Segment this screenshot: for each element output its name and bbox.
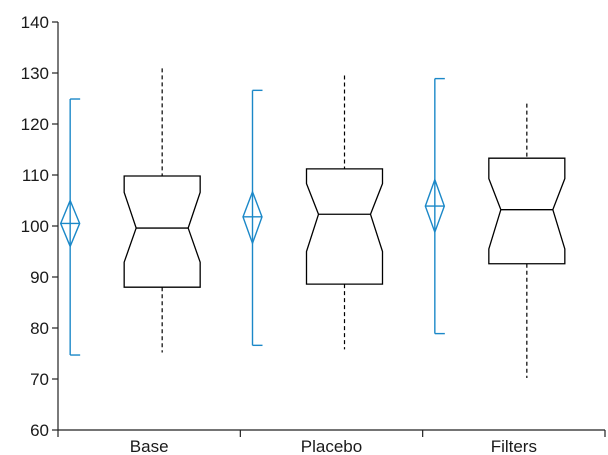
x-category-label: Filters bbox=[491, 437, 537, 455]
ci-diamond bbox=[424, 177, 446, 235]
y-tick-label: 120 bbox=[21, 115, 49, 134]
box-series bbox=[123, 68, 566, 378]
x-category-label: Placebo bbox=[301, 437, 362, 455]
mean-ci-marker bbox=[59, 98, 81, 356]
box-marker bbox=[488, 103, 566, 378]
x-axis: Base Placebo Filters bbox=[57, 429, 606, 455]
box-marker bbox=[305, 75, 384, 350]
y-tick-label: 70 bbox=[30, 370, 49, 389]
y-tick-label: 110 bbox=[22, 166, 49, 185]
notched-box bbox=[305, 168, 384, 285]
ci-diamond bbox=[59, 198, 81, 249]
ci-diamond bbox=[242, 189, 263, 246]
box-marker bbox=[123, 68, 201, 353]
x-category-label: Base bbox=[130, 437, 169, 455]
y-tick-label: 100 bbox=[21, 217, 49, 236]
y-tick-label: 60 bbox=[30, 421, 49, 440]
mean-ci-series bbox=[59, 77, 446, 356]
notched-box bbox=[123, 175, 201, 288]
y-tick-label: 140 bbox=[21, 13, 49, 32]
y-axis: 60 70 80 90 100 110 120 130 140 bbox=[21, 13, 59, 440]
mean-ci-marker bbox=[242, 89, 263, 347]
notched-box bbox=[488, 157, 566, 265]
y-tick-label: 80 bbox=[30, 319, 49, 338]
mean-ci-marker bbox=[424, 77, 446, 335]
y-tick-label: 90 bbox=[30, 268, 49, 287]
y-tick-label: 130 bbox=[21, 64, 49, 83]
